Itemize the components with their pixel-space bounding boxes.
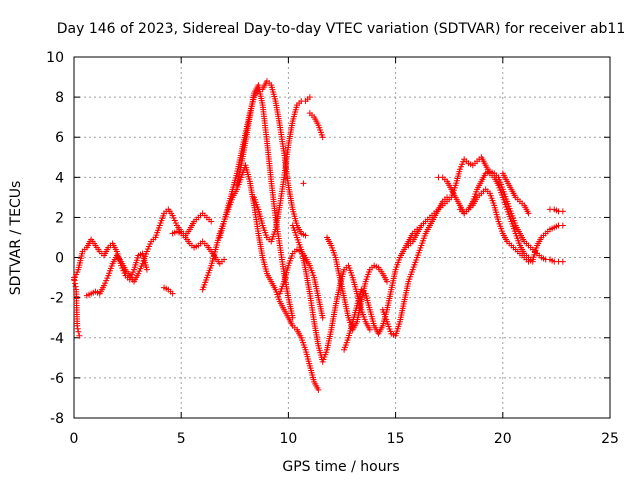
data-point-trace — [457, 163, 464, 170]
series-sat-j — [251, 94, 313, 245]
data-point — [559, 258, 566, 265]
data-point — [221, 256, 228, 263]
data-point-trace — [147, 241, 154, 248]
data-point-trace — [138, 263, 145, 270]
data-point-trace — [104, 275, 111, 282]
x-tick-label: 0 — [70, 431, 79, 447]
data-point — [300, 180, 307, 187]
data-point — [74, 322, 81, 329]
data-point-trace — [136, 268, 143, 275]
data-point — [72, 280, 79, 287]
series-sat-t — [456, 186, 566, 265]
data-point — [143, 266, 150, 273]
data-point — [366, 326, 373, 333]
data-point — [456, 166, 463, 173]
x-tick-label: 15 — [387, 431, 405, 447]
y-tick-label: -2 — [50, 291, 64, 307]
data-point-trace — [74, 269, 81, 276]
data-point — [75, 328, 82, 335]
data-point-trace — [137, 265, 144, 272]
y-axis-label: SDTVAR / TECUs — [8, 181, 24, 296]
chart-title: Day 146 of 2023, Sidereal Day-to-day VTE… — [57, 21, 626, 37]
data-points — [71, 78, 566, 393]
y-tick-label: 2 — [55, 210, 64, 226]
y-tick-label: -8 — [50, 411, 64, 427]
series-sat-p — [341, 226, 421, 353]
series-sat-c — [71, 274, 83, 339]
data-point — [76, 332, 83, 339]
data-point — [135, 270, 142, 277]
data-point — [302, 232, 309, 239]
data-point — [101, 282, 108, 289]
plot-frame — [73, 56, 611, 419]
data-point — [559, 208, 566, 215]
series-sat-o — [323, 234, 391, 333]
x-tick-label: 10 — [279, 431, 297, 447]
series-sat-q — [379, 194, 451, 339]
data-point-trace — [74, 325, 81, 332]
x-tick-label: 25 — [601, 431, 619, 447]
series-sat-v — [546, 206, 566, 215]
data-point — [169, 290, 176, 297]
data-point-trace — [129, 269, 136, 276]
series-sat-e — [161, 284, 176, 297]
data-point-trace — [171, 217, 178, 224]
series-sat-g — [199, 162, 322, 393]
y-tick-label: 8 — [55, 90, 64, 106]
x-axis-label: GPS time / hours — [282, 459, 399, 475]
y-tick-label: 4 — [55, 170, 64, 186]
data-point — [384, 278, 391, 285]
data-point — [143, 248, 150, 255]
y-tick-label: 0 — [55, 251, 64, 267]
y-tick-label: 6 — [55, 130, 64, 146]
y-tick-label: -4 — [50, 331, 64, 347]
data-point-trace — [172, 219, 179, 226]
data-point-trace — [103, 277, 110, 284]
data-point — [169, 212, 176, 219]
series-sat-m — [306, 110, 326, 141]
x-tick-label: 20 — [494, 431, 512, 447]
series-sat-u — [499, 170, 532, 217]
data-point — [71, 274, 77, 281]
series-sat-f — [169, 228, 228, 267]
series-sat-n — [300, 180, 307, 187]
y-tick-label: -6 — [50, 371, 64, 387]
data-point-trace — [73, 271, 80, 278]
data-point-trace — [102, 280, 109, 287]
data-point — [315, 386, 322, 393]
data-point-trace — [144, 246, 151, 253]
data-point-trace — [72, 283, 79, 290]
data-point — [319, 314, 326, 321]
data-point — [306, 94, 313, 101]
data-point — [559, 222, 566, 229]
grid — [74, 57, 610, 418]
data-point — [319, 134, 326, 141]
data-point — [208, 218, 215, 225]
series-sat-b — [83, 234, 159, 299]
data-point — [525, 210, 532, 217]
x-tick-label: 5 — [177, 431, 186, 447]
y-tick-label: 10 — [46, 50, 64, 66]
data-point-trace — [72, 274, 79, 281]
data-point-trace — [146, 243, 153, 250]
data-point-trace — [71, 277, 78, 284]
data-point-trace — [170, 214, 177, 221]
data-point — [289, 314, 296, 321]
data-point-trace — [460, 158, 467, 165]
series-sat-l — [289, 222, 373, 365]
data-point-trace — [459, 161, 466, 168]
series-sat-i — [233, 82, 296, 321]
